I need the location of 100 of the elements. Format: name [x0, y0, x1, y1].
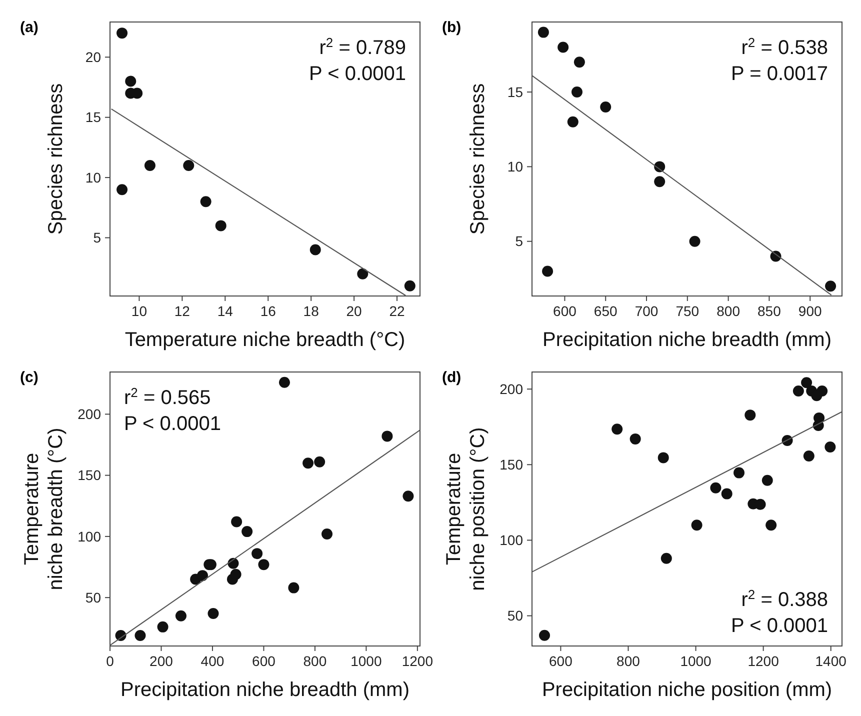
point	[660, 552, 672, 564]
point	[816, 386, 828, 397]
chart-title: (b)	[442, 19, 462, 36]
point	[196, 570, 208, 582]
x-tick-label: 750	[676, 303, 700, 319]
x-tick-label: 400	[200, 653, 224, 669]
x-tick-label: 0	[106, 653, 114, 669]
x-tick-label: 200	[150, 653, 174, 669]
x-tick-label: 650	[594, 303, 618, 319]
point	[382, 430, 393, 442]
point	[175, 610, 186, 622]
point	[538, 26, 549, 38]
y-tick-label: 100	[500, 532, 524, 548]
point	[734, 467, 745, 478]
point	[125, 76, 136, 87]
chart-title: (c)	[20, 369, 38, 386]
point	[792, 386, 804, 397]
point	[721, 488, 732, 500]
x-tick-label: 18	[303, 303, 320, 319]
point	[278, 376, 290, 388]
annotation: r$^{2}$ = 0.789	[319, 34, 406, 59]
x-tick-label: 850	[758, 303, 782, 319]
point	[200, 196, 212, 208]
x-tick-label: 14	[217, 303, 234, 319]
x-tick-label: 1000	[350, 653, 382, 669]
point	[116, 28, 128, 39]
point	[558, 42, 569, 53]
point	[310, 244, 321, 256]
point	[762, 474, 773, 486]
point	[208, 608, 219, 619]
x-tick-label: 20	[346, 303, 362, 319]
point	[402, 490, 414, 502]
point	[230, 568, 242, 580]
y-tick-label: 15	[507, 84, 524, 100]
annotation: r$^{2}$ = 0.538	[741, 34, 828, 59]
point	[357, 268, 368, 280]
annotation: r$^{2}$ = 0.565	[124, 384, 211, 409]
point	[744, 410, 756, 421]
point	[183, 160, 194, 171]
y-tick-label: 20	[85, 49, 102, 66]
point	[242, 526, 253, 538]
y-tick-label: 15	[85, 109, 102, 126]
x-tick-label: 800	[616, 653, 640, 669]
point	[654, 176, 666, 188]
annotation: P < 0.0001	[731, 615, 828, 637]
y-tick-label: 50	[85, 589, 102, 606]
point	[258, 559, 270, 570]
y-tick-label: 150	[78, 467, 102, 484]
point	[824, 441, 836, 452]
point	[600, 101, 612, 112]
point	[754, 498, 766, 510]
x-tick-label: 1400	[815, 653, 847, 669]
point	[322, 528, 332, 540]
x-tick-label: 1200	[748, 653, 780, 669]
y-axis-title: Temperature niche breadth (°C)	[21, 428, 67, 590]
point	[574, 56, 585, 68]
x-tick-label: 600	[553, 303, 577, 319]
x-axis-title: Temperature niche breadth (°C)	[124, 329, 406, 351]
y-tick-label: 10	[85, 169, 102, 186]
y-tick-label: 50	[507, 608, 524, 624]
point	[404, 280, 416, 292]
point	[825, 280, 836, 292]
point	[710, 482, 722, 494]
x-tick-label: 900	[798, 303, 822, 319]
point	[231, 516, 242, 528]
y-tick-label: 10	[507, 158, 524, 175]
point	[542, 266, 554, 277]
point	[134, 630, 146, 641]
x-tick-label: 22	[389, 303, 406, 319]
x-tick-label: 1200	[402, 653, 434, 669]
point	[658, 452, 669, 464]
x-tick-label: 16	[260, 303, 276, 319]
point	[538, 630, 550, 641]
point	[157, 621, 168, 632]
point	[691, 520, 702, 531]
y-axis-title: Species richness	[467, 83, 489, 235]
point	[302, 458, 314, 469]
x-tick-label: 800	[716, 303, 740, 319]
y-tick-label: 5	[93, 230, 102, 246]
annotation: P < 0.0001	[124, 413, 221, 435]
y-tick-label: 5	[515, 233, 524, 250]
point	[571, 86, 582, 98]
y-tick-label: 100	[78, 528, 102, 544]
x-axis-title: Precipitation niche position (mm)	[542, 679, 832, 701]
x-tick-label: 10	[131, 303, 148, 319]
point	[288, 582, 300, 594]
point	[567, 116, 578, 128]
x-tick-label: 800	[303, 653, 327, 669]
x-tick-label: 1000	[680, 653, 712, 669]
x-tick-label: 12	[174, 303, 190, 319]
y-tick-label: 200	[78, 406, 102, 422]
x-tick-label: 600	[252, 653, 276, 669]
chart-title: (a)	[20, 19, 38, 36]
point	[803, 450, 814, 462]
point	[689, 236, 700, 247]
point	[116, 184, 128, 196]
x-axis-title: Precipitation niche breadth (mm)	[120, 679, 410, 701]
y-tick-label: 150	[500, 456, 524, 473]
point	[801, 377, 812, 388]
y-axis-title: Temperature niche position (°C)	[443, 427, 489, 591]
